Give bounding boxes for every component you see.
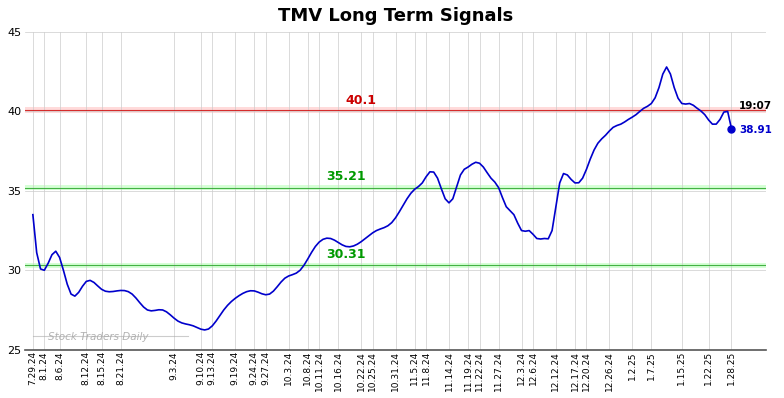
- Text: Stock Traders Daily: Stock Traders Daily: [48, 332, 149, 342]
- Bar: [25, 185, 766, 190]
- Text: 38.91: 38.91: [739, 125, 772, 135]
- Bar: [25, 263, 766, 268]
- Text: 35.21: 35.21: [326, 170, 365, 183]
- Title: TMV Long Term Signals: TMV Long Term Signals: [278, 7, 514, 25]
- Text: 30.31: 30.31: [326, 248, 365, 261]
- Bar: [25, 107, 766, 113]
- Text: 19:07: 19:07: [739, 101, 772, 111]
- Text: 40.1: 40.1: [346, 94, 376, 107]
